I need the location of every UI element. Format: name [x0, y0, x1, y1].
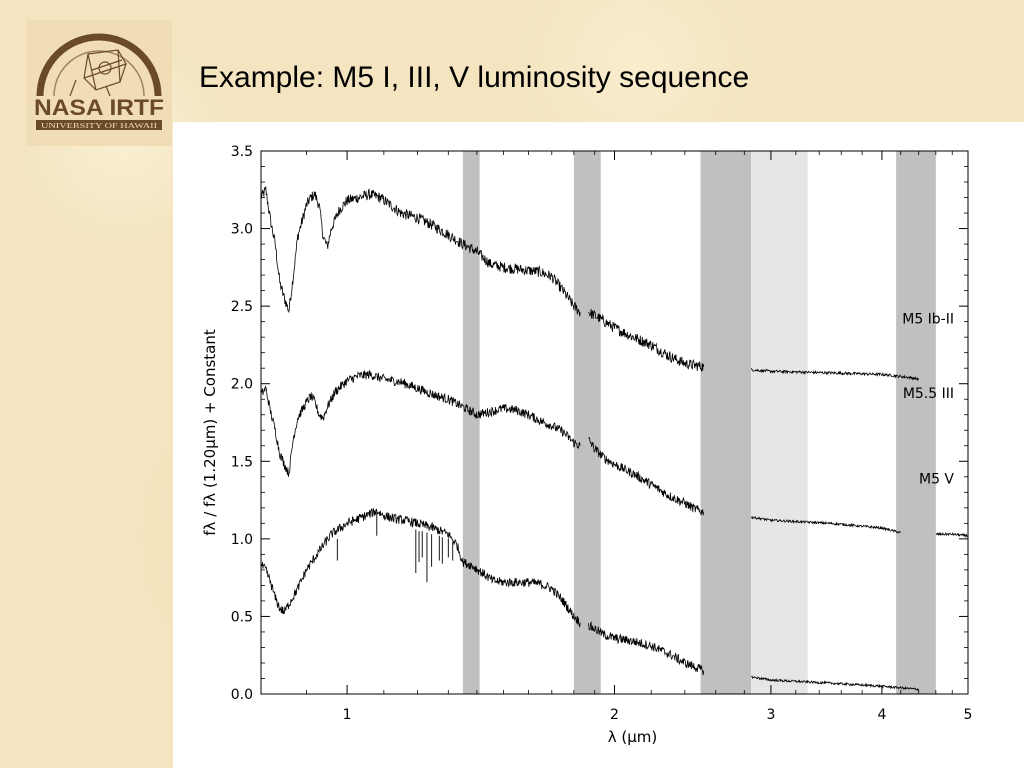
- y-tick-label: 2.0: [231, 377, 253, 393]
- spectra-series: [260, 186, 969, 692]
- observatory-dome-icon: [36, 33, 162, 97]
- logo-text: NASA IRTF: [34, 95, 164, 120]
- y-tick-label: 0.5: [231, 609, 253, 625]
- spectrum-m5-5-iii: [261, 370, 969, 539]
- telluric-bands: [462, 151, 936, 694]
- x-tick-label: 1: [343, 707, 352, 723]
- axis-labels: 0.0 0.5 1.0 1.5 2.0 2.5 3.0 3.5 1 2 3 4 5 λ (μm) fλ / …: [201, 144, 972, 746]
- y-tick-label: 1.5: [231, 454, 253, 470]
- spectrum-segment: [935, 531, 969, 539]
- spectrum-m5-ib-ii: [260, 186, 919, 382]
- telluric-band: [462, 151, 480, 694]
- telluric-band: [700, 151, 752, 694]
- y-tick-label: 1.0: [231, 532, 253, 548]
- series-annotation: M5.5 III: [903, 386, 954, 402]
- axis-ticks: [260, 150, 969, 695]
- telescope-icon: [69, 49, 127, 97]
- nasa-irtf-logo: NASA IRTF UNIVERSITY OF HAWAII: [26, 20, 172, 146]
- spectra-figure: 0.0 0.5 1.0 1.5 2.0 2.5 3.0 3.5 1 2 3 4 5 λ (μm) fλ / …: [173, 122, 1024, 768]
- y-tick-label: 3.0: [231, 222, 253, 238]
- spectrum-segment: [261, 370, 581, 478]
- telluric-band: [896, 151, 936, 694]
- spectrum-segment: [260, 186, 581, 317]
- absorption-lines: [336, 512, 454, 583]
- spectrum-segment: [588, 620, 705, 676]
- telluric-band: [573, 151, 601, 694]
- spectrum-segment: [260, 508, 581, 628]
- x-tick-label: 2: [610, 707, 619, 723]
- y-tick-label: 3.5: [231, 144, 253, 160]
- plot-frame: [260, 150, 969, 695]
- spectrum-segment: [751, 675, 920, 692]
- y-tick-label: 0.0: [231, 687, 253, 703]
- x-tick-label: 4: [877, 707, 886, 723]
- telluric-band: [751, 151, 808, 694]
- series-annotation: M5 V: [919, 471, 954, 487]
- spectrum-segment: [750, 515, 902, 534]
- y-tick-label: 2.5: [231, 299, 253, 315]
- spectrum-segment: [588, 436, 705, 516]
- slide-title: Example: M5 I, III, V luminosity sequenc…: [199, 61, 750, 94]
- spectra-chart: 0.0 0.5 1.0 1.5 2.0 2.5 3.0 3.5 1 2 3 4 5 λ (μm) fλ / …: [201, 144, 972, 746]
- x-tick-label: 3: [766, 707, 775, 723]
- spectrum-segment: [750, 367, 919, 382]
- x-axis-label: λ (μm): [608, 728, 658, 746]
- logo-subtext: UNIVERSITY OF HAWAII: [41, 121, 158, 130]
- series-annotation: M5 Ib-II: [902, 312, 954, 328]
- spectrum-m5-v: [260, 508, 920, 692]
- y-axis-label: fλ / fλ (1.20μm) + Constant: [201, 329, 219, 536]
- series-annotations: M5 Ib-II M5.5 III M5 V: [902, 312, 954, 488]
- spectrum-segment: [588, 308, 705, 372]
- x-tick-label: 5: [964, 707, 973, 723]
